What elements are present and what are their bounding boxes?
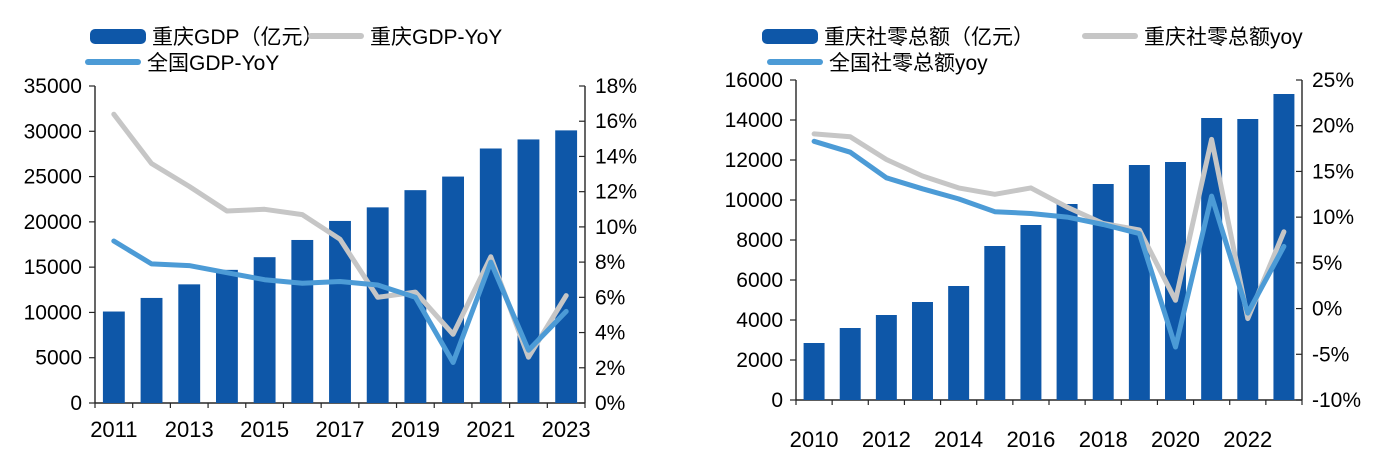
svg-text:0%: 0% [1312,298,1342,321]
svg-text:8000: 8000 [736,229,783,252]
svg-text:2021: 2021 [466,417,515,442]
svg-text:14000: 14000 [725,109,783,132]
svg-text:2019: 2019 [391,417,440,442]
svg-text:25000: 25000 [24,166,82,189]
svg-text:2023: 2023 [542,417,591,442]
legend-item-gdp-yoy: 重庆GDP-YoY [308,21,502,51]
legend-label: 重庆社零总额yoy [1144,26,1303,49]
gdp-chart-panel: 0 5000 10000 15000 20000 25000 30000 35000 0% 2% 4… [0,0,690,473]
svg-text:10%: 10% [1312,206,1354,229]
svg-text:18%: 18% [595,75,637,98]
svg-text:2015: 2015 [240,417,289,442]
legend-item-retail-bar: 重庆社零总额（亿元） [762,21,1034,51]
retail-chart-panel: 0 2000 4000 6000 8000 10000 12000 14000 16000 -10… [700,0,1393,473]
svg-text:2020: 2020 [1151,427,1200,452]
line-swatch-icon [85,59,141,65]
legend-label: 全国GDP-YoY [147,52,280,75]
svg-text:2011: 2011 [90,417,137,442]
legend-label: 重庆GDP-YoY [370,26,503,49]
svg-text:15000: 15000 [24,256,82,279]
svg-text:2%: 2% [595,357,625,380]
svg-text:30000: 30000 [24,120,82,143]
legend-item-national-retail-yoy: 全国社零总额yoy [767,47,988,77]
svg-text:2017: 2017 [316,417,365,442]
legend-item-national-gdp-yoy: 全国GDP-YoY [85,47,279,77]
svg-text:5000: 5000 [35,347,82,370]
svg-text:2013: 2013 [165,417,214,442]
bar-swatch-icon [762,28,818,44]
svg-text:4%: 4% [595,322,625,345]
svg-text:0: 0 [771,389,783,412]
svg-text:4000: 4000 [736,309,783,332]
bar-swatch-icon [90,28,146,44]
svg-text:2000: 2000 [736,349,783,372]
svg-text:12000: 12000 [725,149,783,172]
svg-text:16%: 16% [595,110,637,133]
svg-text:-5%: -5% [1312,343,1349,366]
svg-text:6%: 6% [595,286,625,309]
svg-text:2022: 2022 [1223,427,1272,452]
legend-item-retail-yoy: 重庆社零总额yoy [1082,21,1303,51]
svg-text:14%: 14% [595,145,637,168]
svg-text:6000: 6000 [736,269,783,292]
line-swatch-icon [767,59,823,65]
svg-text:15%: 15% [1312,160,1354,183]
svg-text:0: 0 [70,392,82,415]
line-swatch-icon [308,33,364,39]
svg-text:2012: 2012 [862,427,911,452]
svg-text:20%: 20% [1312,115,1354,138]
svg-text:2018: 2018 [1079,427,1128,452]
svg-text:2010: 2010 [790,427,839,452]
svg-text:20000: 20000 [24,211,82,234]
svg-text:12%: 12% [595,181,637,204]
svg-text:0%: 0% [595,392,625,415]
svg-text:10000: 10000 [24,301,82,324]
svg-text:8%: 8% [595,251,625,274]
svg-text:10000: 10000 [725,189,783,212]
svg-text:16000: 16000 [725,69,783,92]
legend-item-gdp-bar: 重庆GDP（亿元） [90,21,324,51]
line-swatch-icon [1082,33,1138,39]
svg-text:25%: 25% [1312,69,1354,92]
svg-text:-10%: -10% [1312,389,1361,412]
svg-text:35000: 35000 [24,75,82,98]
gdp-chart-svg: 0 5000 10000 15000 20000 25000 30000 35000 0% 2% 4… [24,75,637,442]
svg-text:2016: 2016 [1006,427,1055,452]
svg-text:2014: 2014 [934,427,983,452]
legend-label: 重庆社零总额（亿元） [824,26,1034,49]
svg-text:5%: 5% [1312,252,1342,275]
retail-chart-svg: 0 2000 4000 6000 8000 10000 12000 14000 16000 -10… [725,69,1361,452]
legend-label: 重庆GDP（亿元） [152,26,324,49]
svg-text:10%: 10% [595,216,637,239]
legend-label: 全国社零总额yoy [829,52,988,75]
